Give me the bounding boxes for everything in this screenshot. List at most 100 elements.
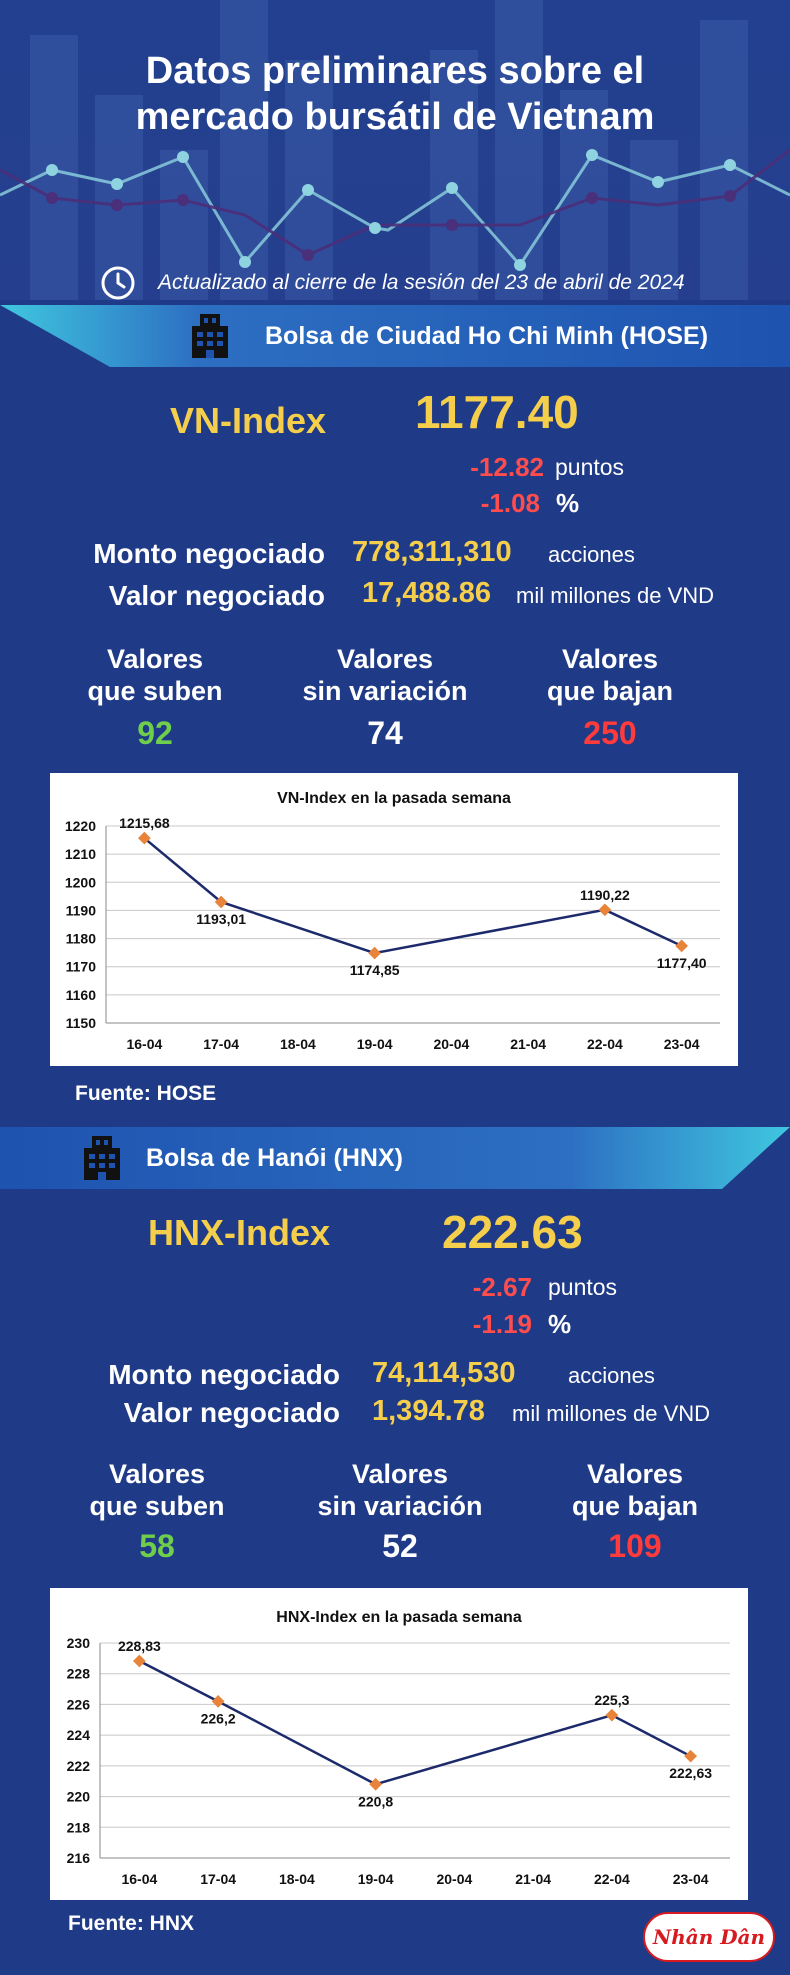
hnx-change-points: -2.67 <box>472 1272 532 1302</box>
vn-stat-down: Valores que bajan 250 <box>515 643 705 752</box>
hnx-volume-value: 74,114,530 <box>372 1357 516 1389</box>
title-line-1: Datos preliminares sobre el <box>145 50 645 92</box>
vn-index-chart-svg: VN-Index en la pasada semana 1220 1210 1200… <box>65 790 720 1052</box>
stat-down-count: 250 <box>583 715 637 751</box>
clock-icon <box>101 266 135 300</box>
x-tick-label: 23-04 <box>664 1036 700 1052</box>
stat-title-line2: sin variación <box>302 676 468 706</box>
vn-value-unit: mil millones de VND <box>516 583 715 608</box>
y-tick-label: 1150 <box>66 1015 97 1031</box>
update-info: Actualizado al cierre de la sesión del 2… <box>100 265 685 301</box>
vn-index-value: 1177.40 <box>415 386 579 438</box>
y-tick-label: 228 <box>67 1666 91 1682</box>
data-label: 228,83 <box>118 1638 161 1654</box>
stat-title-line1: Valores <box>586 1459 684 1489</box>
stat-title-line1: Valores <box>336 644 434 674</box>
hnx-value-label: Valor negociado <box>123 1397 340 1428</box>
hnx-percent-unit: % <box>548 1309 572 1339</box>
vn-stat-flat: Valores sin variación 74 <box>285 643 485 752</box>
page-title: Datos preliminares sobre el mercado burs… <box>0 48 790 140</box>
x-tick-label: 21-04 <box>515 1871 551 1887</box>
x-tick-label: 20-04 <box>436 1871 472 1887</box>
data-point <box>598 903 612 917</box>
hose-banner-label: Bolsa de Ciudad Ho Chi Minh (HOSE) <box>265 322 709 350</box>
y-tick-label: 216 <box>67 1850 91 1866</box>
data-label: 220,8 <box>358 1793 393 1809</box>
x-tick-label: 18-04 <box>279 1871 315 1887</box>
vn-volume-value: 778,311,310 <box>352 536 512 568</box>
vn-stat-up: Valores que suben 92 <box>60 643 250 752</box>
hnx-volume-label: Monto negociado <box>108 1359 340 1390</box>
hnx-value-value: 1,394.78 <box>372 1395 485 1427</box>
vn-change-percent: -1.08 <box>480 488 540 518</box>
data-point <box>369 1777 382 1791</box>
data-label: 222,63 <box>669 1765 712 1781</box>
update-text: Actualizado al cierre de la sesión del 2… <box>158 271 685 294</box>
y-tick-label: 230 <box>67 1635 91 1651</box>
vn-volume-unit: acciones <box>548 542 635 567</box>
stat-up-count: 58 <box>139 1528 175 1564</box>
vn-index-name: VN-Index <box>170 400 327 441</box>
hnx-stat-up: Valores que suben 58 <box>62 1458 252 1565</box>
hose-source: Fuente: HOSE <box>75 1082 217 1105</box>
data-point <box>684 1749 697 1763</box>
decorative-bars-graphic <box>0 0 790 300</box>
data-point <box>133 1654 146 1668</box>
stat-flat-count: 74 <box>367 715 403 751</box>
x-tick-label: 17-04 <box>203 1036 239 1052</box>
y-tick-label: 1220 <box>65 818 96 834</box>
hnx-banner-label: Bolsa de Hanói (HNX) <box>146 1144 403 1172</box>
title-line-2: mercado bursátil de Vietnam <box>135 96 655 138</box>
data-point <box>605 1708 619 1722</box>
hnx-volume-unit: acciones <box>568 1363 655 1388</box>
stat-title-line1: Valores <box>106 644 204 674</box>
stat-up-count: 92 <box>137 715 173 751</box>
y-tick-label: 1210 <box>65 846 96 862</box>
x-tick-label: 23-04 <box>673 1871 709 1887</box>
hnx-banner-shape <box>0 1127 790 1189</box>
hnx-stat-flat: Valores sin variación 52 <box>300 1458 500 1565</box>
hnx-value-unit: mil millones de VND <box>512 1401 711 1426</box>
y-tick-label: 1160 <box>66 987 97 1003</box>
vn-percent-unit: % <box>556 488 580 518</box>
x-tick-label: 18-04 <box>280 1036 316 1052</box>
y-tick-label: 220 <box>67 1789 91 1805</box>
logo-text: Nhân Dân <box>652 1925 766 1949</box>
data-point <box>211 1694 225 1708</box>
x-tick-label: 22-04 <box>587 1036 623 1052</box>
data-label: 1193,01 <box>196 911 246 927</box>
hnx-change-percent: -1.19 <box>472 1309 532 1339</box>
stat-title-line2: que bajan <box>546 676 674 706</box>
stat-title-line1: Valores <box>351 1459 449 1489</box>
vn-value-label: Valor negociado <box>108 580 325 611</box>
stat-flat-count: 52 <box>382 1528 418 1564</box>
vn-value-value: 17,488.86 <box>362 577 492 609</box>
data-label: 226,2 <box>201 1710 236 1726</box>
stat-down-count: 109 <box>608 1528 662 1564</box>
hnx-points-unit: puntos <box>548 1274 618 1300</box>
stat-title-line2: que bajan <box>571 1491 699 1521</box>
header-background <box>0 0 790 300</box>
x-tick-label: 21-04 <box>510 1036 546 1052</box>
y-tick-label: 218 <box>67 1819 91 1835</box>
vn-volume-label: Monto negociado <box>93 538 325 569</box>
hnx-index-value: 222.63 <box>442 1206 583 1258</box>
y-tick-label: 224 <box>67 1727 91 1743</box>
vn-change-points: -12.82 <box>470 452 544 482</box>
x-tick-label: 17-04 <box>200 1871 236 1887</box>
building-icon <box>192 314 228 358</box>
vn-points-unit: puntos <box>555 454 625 480</box>
x-tick-label: 16-04 <box>126 1036 162 1052</box>
data-label: 1174,85 <box>350 962 400 978</box>
y-tick-label: 1200 <box>65 874 96 890</box>
x-tick-label: 20-04 <box>433 1036 469 1052</box>
stat-title-line1: Valores <box>561 644 659 674</box>
building-icon <box>84 1136 120 1180</box>
y-tick-label: 1180 <box>66 931 97 947</box>
data-point <box>675 939 688 953</box>
data-point <box>368 946 381 960</box>
data-label: 1177,40 <box>657 955 707 971</box>
data-label: 1190,22 <box>580 887 630 903</box>
x-tick-label: 22-04 <box>594 1871 630 1887</box>
x-tick-label: 19-04 <box>357 1036 393 1052</box>
